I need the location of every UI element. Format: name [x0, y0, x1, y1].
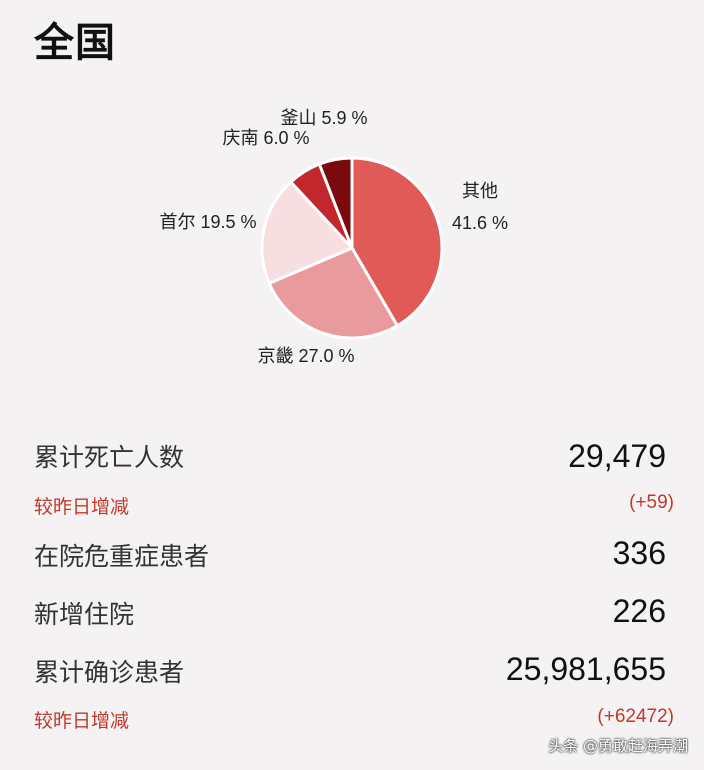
deaths-label: 累计死亡人数 [34, 443, 185, 472]
deaths-delta-label: 较昨日增减 [34, 496, 130, 518]
pie-label-5: 釜山 5.9 % [280, 108, 367, 128]
critical-value: 336 [612, 535, 666, 571]
pie-label-4: 庆南 6.0 % [222, 128, 309, 148]
deaths-delta-value: (+59) [629, 492, 674, 513]
watermark: 头条 @勇敢赶海弄潮 [548, 737, 688, 755]
page-title: 全国 [34, 20, 116, 66]
pie-chart: 其他 41.6 % 京畿 27.0 % 首尔 19.5 % 庆南 6.0 %釜山 5.9… [159, 108, 508, 366]
pie-label-1: 其他 [462, 181, 498, 201]
pie-value-1: 41.6 % [452, 213, 508, 233]
pie-slice-5 [317, 156, 354, 249]
confirmed-value: 25,981,655 [505, 651, 666, 687]
deaths-value: 29,479 [568, 438, 666, 474]
confirmed-delta-value: (+62472) [597, 706, 674, 727]
confirmed-delta-label: 较昨日增减 [34, 710, 130, 732]
pie-label-2: 京畿 27.0 % [257, 346, 354, 366]
critical-label: 在院危重症患者 [34, 542, 210, 571]
confirmed-label: 累计确诊患者 [34, 658, 185, 687]
new-hospitalized-value: 226 [612, 593, 666, 629]
new-hospitalized-label: 新增住院 [34, 600, 135, 629]
pie-label-3: 首尔 19.5 % [159, 212, 256, 232]
pie-slice-3 [260, 179, 355, 286]
